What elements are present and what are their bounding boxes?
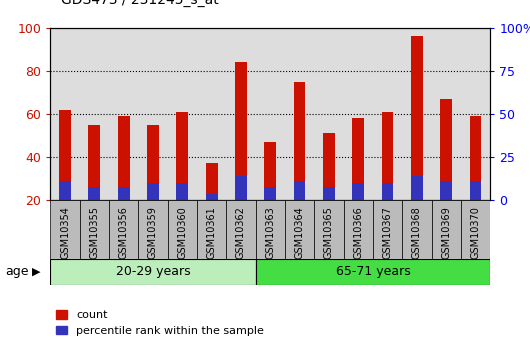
Text: 65-71 years: 65-71 years <box>335 265 410 278</box>
Bar <box>197 200 226 259</box>
Bar <box>470 116 481 200</box>
Text: age: age <box>5 265 29 278</box>
Text: GSM10354: GSM10354 <box>60 206 70 259</box>
Bar <box>255 200 285 259</box>
Bar <box>470 181 481 200</box>
Bar <box>294 81 305 200</box>
Bar <box>226 200 255 259</box>
Bar <box>59 181 71 200</box>
Text: GSM10362: GSM10362 <box>236 206 246 259</box>
Legend: count, percentile rank within the sample: count, percentile rank within the sample <box>56 310 264 336</box>
Bar <box>147 125 159 200</box>
Bar <box>59 110 71 200</box>
Bar <box>176 112 188 200</box>
Bar <box>206 164 217 200</box>
Bar <box>255 259 490 285</box>
Text: GSM10368: GSM10368 <box>412 206 422 259</box>
Text: GSM10364: GSM10364 <box>295 206 305 259</box>
Bar <box>402 200 431 259</box>
Bar <box>352 183 364 200</box>
Text: GSM10363: GSM10363 <box>266 206 275 259</box>
Bar <box>138 200 167 259</box>
Text: 20-29 years: 20-29 years <box>116 265 190 278</box>
Bar <box>285 200 314 259</box>
Text: GSM10370: GSM10370 <box>471 206 481 259</box>
Bar <box>147 183 159 200</box>
Bar <box>118 116 129 200</box>
Bar <box>431 200 461 259</box>
Bar <box>80 200 109 259</box>
Text: GSM10361: GSM10361 <box>207 206 217 259</box>
Bar <box>118 187 129 200</box>
Bar <box>89 125 100 200</box>
Text: GSM10359: GSM10359 <box>148 206 158 259</box>
Text: GSM10356: GSM10356 <box>119 206 129 259</box>
Text: GSM10369: GSM10369 <box>441 206 451 259</box>
Text: GSM10367: GSM10367 <box>383 206 393 259</box>
Bar <box>411 36 423 200</box>
Text: ▶: ▶ <box>32 267 40 277</box>
Bar <box>206 194 217 200</box>
Bar <box>440 99 452 200</box>
Bar <box>440 181 452 200</box>
Bar <box>323 133 335 200</box>
Bar <box>411 176 423 200</box>
Bar <box>235 62 247 200</box>
Text: GSM10360: GSM10360 <box>178 206 187 259</box>
Bar <box>235 176 247 200</box>
Bar <box>50 200 80 259</box>
Bar <box>264 187 276 200</box>
Text: GDS473 / 231245_s_at: GDS473 / 231245_s_at <box>61 0 219 7</box>
Bar <box>89 187 100 200</box>
Text: GSM10355: GSM10355 <box>90 206 99 259</box>
Text: GSM10366: GSM10366 <box>354 206 363 259</box>
Bar <box>382 112 393 200</box>
Text: GSM10365: GSM10365 <box>324 206 334 259</box>
Bar <box>109 200 138 259</box>
Bar <box>352 118 364 200</box>
Bar <box>176 183 188 200</box>
Bar <box>323 187 335 200</box>
Bar <box>264 142 276 200</box>
Bar <box>314 200 343 259</box>
Bar <box>461 200 490 259</box>
Bar <box>167 200 197 259</box>
Bar <box>50 259 255 285</box>
Bar <box>294 181 305 200</box>
Bar <box>373 200 402 259</box>
Bar <box>343 200 373 259</box>
Bar <box>382 183 393 200</box>
